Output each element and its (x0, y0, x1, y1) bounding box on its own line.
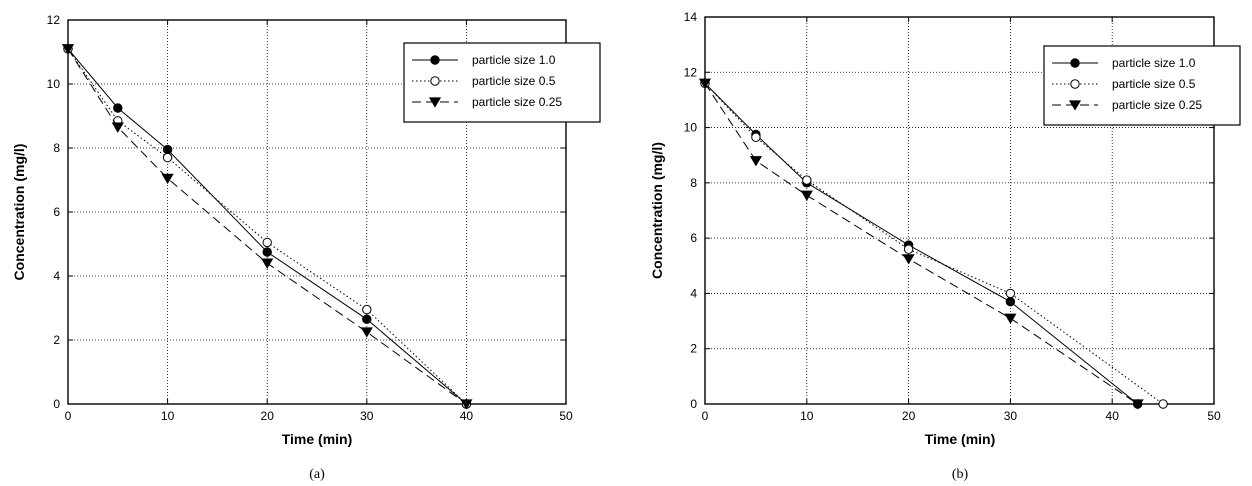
legend-label: particle size 0.25 (1112, 98, 1202, 112)
series-particle-size-0-25 (698, 78, 1144, 410)
y-tick-label: 10 (47, 77, 61, 91)
series-line (704, 82, 1164, 405)
data-point (1005, 297, 1016, 307)
y-tick-label: 14 (684, 10, 698, 24)
data-point (1005, 288, 1016, 299)
data-point (800, 190, 813, 201)
x-tick-label: 20 (261, 409, 275, 423)
legend-label: particle size 1.0 (472, 53, 556, 67)
legend-marker (1068, 100, 1082, 111)
legend-marker (430, 76, 440, 86)
data-point (749, 156, 762, 167)
x-tick-label: 30 (1004, 409, 1018, 423)
data-point (111, 122, 124, 133)
y-axis-label: Concentration (mg/l) (11, 144, 27, 281)
x-tick-label: 20 (902, 409, 916, 423)
x-tick-label: 10 (161, 409, 175, 423)
data-point (903, 244, 914, 254)
data-point (162, 144, 173, 155)
series-particle-size-0-5 (63, 44, 472, 409)
legend-label: particle size 0.5 (1112, 77, 1196, 91)
data-point (61, 44, 75, 55)
data-point (161, 173, 174, 185)
legend-label: particle size 0.25 (472, 95, 562, 109)
y-tick-label: 0 (53, 397, 60, 411)
y-tick-label: 2 (53, 333, 60, 347)
legend-marker (430, 55, 440, 65)
x-tick-label: 50 (1207, 409, 1221, 423)
y-tick-label: 12 (47, 13, 61, 27)
data-point (802, 175, 812, 185)
legend-label: particle size 0.5 (472, 74, 556, 88)
data-point (262, 247, 272, 257)
chart-panel-a: 0 10 20 30 40 50 0 2 4 6 8 10 12 Time (min) Concentrat… (11, 13, 601, 482)
x-tick-label: 30 (360, 409, 374, 423)
series-particle-size-1-0 (700, 78, 1143, 409)
y-tick-label: 8 (53, 141, 60, 155)
series-line (704, 82, 1138, 405)
legend: particle size 1.0 particle size 0.5 partic… (1043, 45, 1241, 126)
series-particle-size-0-25 (61, 44, 473, 410)
series-line (704, 83, 1138, 405)
chart-panel-b: 0 10 20 30 40 50 0 2 4 6 8 10 12 14 Time (min) Concentr… (649, 10, 1241, 482)
plot-frame (704, 16, 1215, 405)
x-tick-label: 40 (1106, 409, 1120, 423)
data-point (698, 78, 712, 90)
legend-marker (428, 97, 442, 108)
y-axis-label: Concentration (mg/l) (649, 142, 665, 279)
series-particle-size-0-5 (700, 78, 1168, 409)
data-point (113, 103, 123, 113)
data-point (261, 258, 274, 269)
data-point (902, 254, 915, 265)
data-point (360, 327, 373, 338)
x-tick-label: 50 (559, 409, 573, 423)
y-tick-label: 12 (684, 65, 698, 79)
data-point (1004, 313, 1017, 324)
data-point (362, 314, 372, 324)
y-tick-label: 8 (690, 176, 697, 190)
x-axis-label: Time (min) (925, 431, 996, 447)
legend-marker (1070, 79, 1080, 89)
data-point (262, 237, 272, 248)
legend: particle size 1.0 particle size 0.5 partic… (403, 42, 601, 123)
x-axis-label: Time (min) (282, 431, 353, 447)
y-tick-label: 4 (690, 286, 697, 300)
data-point (751, 132, 761, 142)
legend-label: particle size 1.0 (1112, 56, 1196, 70)
series-line (67, 48, 467, 405)
y-tick-label: 2 (690, 342, 697, 356)
panel-caption: (b) (952, 467, 969, 482)
y-tick-label: 6 (53, 205, 60, 219)
y-tick-label: 6 (690, 231, 697, 245)
data-point (460, 399, 473, 410)
legend-marker (1070, 58, 1080, 68)
y-tick-label: 10 (684, 121, 698, 135)
x-tick-label: 40 (460, 409, 474, 423)
series-line (67, 48, 467, 405)
data-point (362, 304, 372, 315)
panel-caption: (a) (309, 467, 325, 482)
series-line (67, 48, 467, 405)
data-point (1131, 399, 1144, 410)
y-tick-label: 0 (690, 397, 697, 411)
x-tick-label: 0 (65, 409, 72, 423)
data-point (162, 152, 173, 163)
x-tick-label: 0 (702, 409, 709, 423)
x-tick-label: 10 (800, 409, 814, 423)
data-point (1158, 399, 1168, 409)
y-tick-label: 4 (53, 269, 60, 283)
